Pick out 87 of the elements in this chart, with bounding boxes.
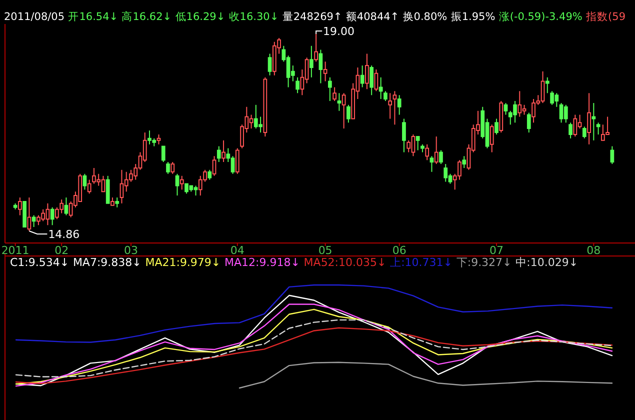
candlestick [13, 202, 18, 210]
candlestick [365, 53, 369, 90]
candlestick [420, 144, 424, 153]
candlestick [216, 146, 221, 163]
candlestick [490, 124, 494, 153]
candlestick [268, 53, 272, 76]
candlestick [342, 92, 346, 130]
candlestick [587, 92, 591, 145]
candlestick [494, 118, 498, 135]
candlestick [64, 197, 68, 216]
candlestick [161, 146, 166, 163]
candlestick [374, 68, 378, 92]
text: MA7:9.838↓ [72, 256, 142, 269]
candlestick [180, 175, 184, 190]
x-tick-label: 02 [54, 244, 69, 257]
candlestick [425, 144, 430, 161]
candlestick [564, 104, 568, 124]
candlestick [392, 90, 397, 126]
x-tick-label: 07 [490, 244, 504, 257]
candlestick [439, 150, 443, 165]
candlestick [32, 214, 36, 228]
candlestick [263, 76, 268, 137]
candlestick [296, 76, 300, 94]
candlestick [314, 34, 318, 62]
candlestick [582, 126, 586, 139]
candlestick [504, 102, 508, 116]
candlestick [110, 197, 114, 206]
text: 中:10.029↓ [516, 256, 578, 269]
candlestick [610, 146, 614, 165]
candlestick [18, 197, 22, 216]
candlestick [208, 169, 212, 180]
candlestick [596, 122, 600, 135]
candlestick [384, 90, 388, 102]
candlestick [82, 173, 87, 190]
candlestick [27, 197, 32, 232]
x-tick-label: 2011 [1, 244, 30, 257]
candlestick [328, 76, 332, 102]
candlestick [337, 92, 342, 112]
candlestick [545, 76, 550, 94]
x-tick-label: 03 [124, 244, 138, 257]
x-tick-label: 04 [230, 244, 244, 257]
candlestick [115, 197, 120, 208]
candlestick [166, 162, 170, 174]
x-tick-label: 05 [318, 244, 332, 257]
candlestick [378, 76, 383, 100]
candlestick [397, 94, 402, 116]
candlestick [526, 112, 531, 133]
candlestick [50, 206, 54, 226]
annotation: 14.86 [48, 228, 80, 241]
candlestick [370, 65, 374, 96]
candlestick [22, 200, 26, 228]
candlestick [175, 173, 180, 196]
text: MA21:9.979↓ [145, 256, 221, 269]
candlestick [212, 156, 216, 176]
candlestick [402, 118, 406, 153]
candlestick [318, 49, 323, 84]
candlestick [518, 90, 522, 118]
text: MA12:9.918↓ [224, 256, 300, 269]
candlestick [346, 104, 350, 124]
candlestick [170, 162, 175, 174]
candlestick [416, 136, 420, 151]
candlestick [310, 45, 314, 78]
candlestick [222, 140, 226, 163]
annotation: 19.00 [323, 25, 355, 38]
candlestick [462, 156, 466, 168]
candlestick [323, 61, 328, 82]
candlestick [568, 122, 572, 139]
text: 下:9.327↓ [456, 256, 512, 269]
candlestick [87, 179, 92, 194]
candlestick [332, 86, 336, 102]
candlestick [235, 148, 240, 174]
candlestick [499, 100, 504, 133]
candlestick [360, 65, 364, 88]
candlestick [573, 114, 578, 137]
chart-title: 2011/08/05 开16.54↓ 高16.62↓ 低16.29↓ 收16.30↓ 量248269↑ 额40844↑ 换0.80% 振1.95% 涨(-0.59)-3.49% 指数(59 [4, 11, 626, 23]
candlestick [434, 136, 438, 165]
series-label: 上:10.731↓ [390, 256, 453, 269]
candlestick [388, 92, 392, 120]
text: C1:9.534↓ [10, 256, 70, 269]
candlestick [106, 175, 110, 204]
candlestick [156, 134, 161, 145]
candlestick [444, 164, 448, 182]
x-tick-label: 06 [392, 244, 406, 257]
candlestick [592, 102, 596, 141]
candlestick [430, 156, 434, 172]
text: MA52:10.035↓ [304, 256, 386, 269]
x-tick-label: 08 [586, 244, 601, 257]
